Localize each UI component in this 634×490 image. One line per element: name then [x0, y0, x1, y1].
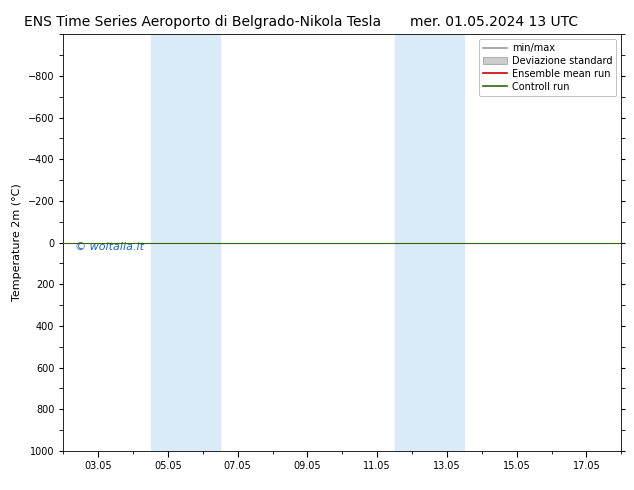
- Y-axis label: Temperature 2m (°C): Temperature 2m (°C): [12, 184, 22, 301]
- Bar: [150, 34, 221, 451]
- Bar: [394, 34, 464, 451]
- Text: © woitalia.it: © woitalia.it: [75, 242, 143, 252]
- Text: ENS Time Series Aeroporto di Belgrado-Nikola Tesla: ENS Time Series Aeroporto di Belgrado-Ni…: [24, 15, 382, 29]
- Text: mer. 01.05.2024 13 UTC: mer. 01.05.2024 13 UTC: [410, 15, 579, 29]
- Legend: min/max, Deviazione standard, Ensemble mean run, Controll run: min/max, Deviazione standard, Ensemble m…: [479, 39, 616, 96]
